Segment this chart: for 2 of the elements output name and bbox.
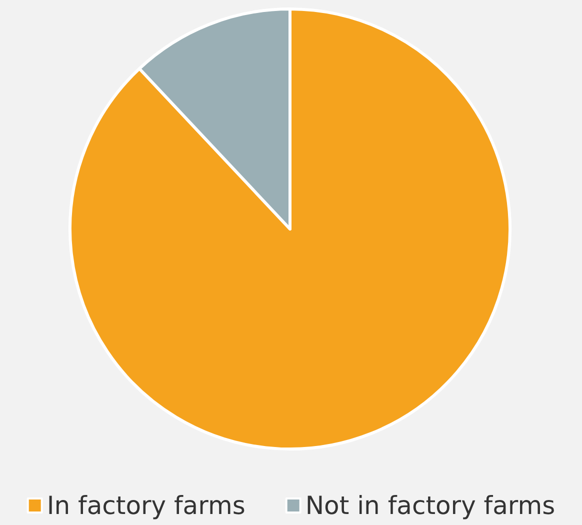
legend-label: In factory farms xyxy=(46,491,246,520)
legend-label: Not in factory farms xyxy=(305,491,556,520)
